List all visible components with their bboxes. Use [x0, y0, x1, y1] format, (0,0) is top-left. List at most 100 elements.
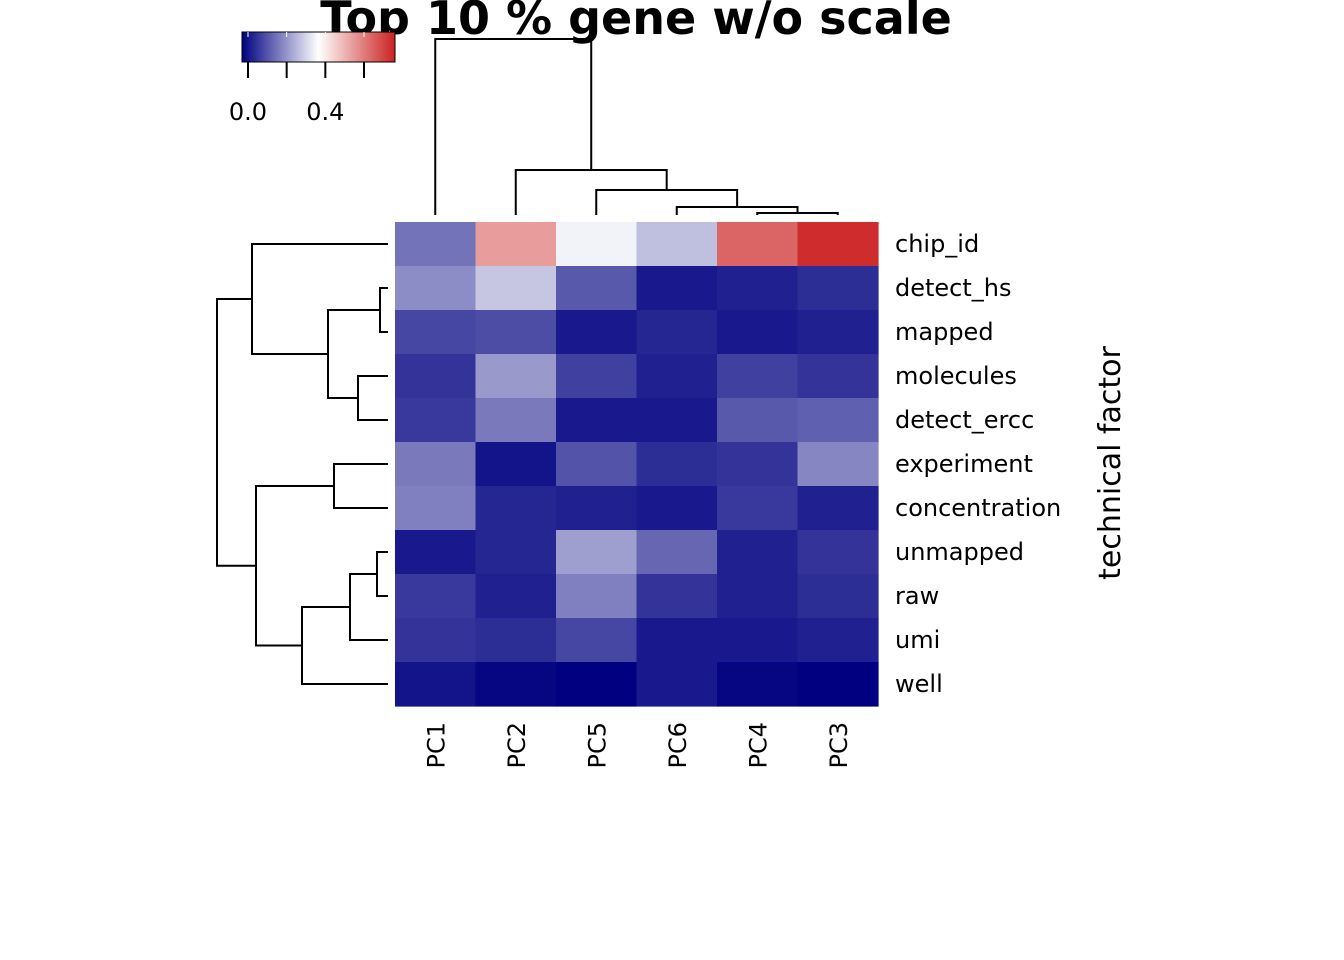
- heatmap-cell: [395, 310, 477, 355]
- heatmap-cell: [556, 618, 638, 663]
- legend-ticks: 0.0 0.4: [229, 32, 365, 126]
- heatmap-cell: [717, 354, 799, 399]
- heatmap-cell: [797, 574, 879, 619]
- heatmap-cell: [636, 398, 718, 443]
- dendrogram-branch: [301, 606, 388, 685]
- heatmap-cell: [636, 662, 718, 707]
- heatmap-cell: [797, 530, 879, 575]
- heatmap-cell: [797, 398, 879, 443]
- column-labels: PC1 PC2 PC5 PC6 PC4 PC3: [422, 722, 853, 769]
- heatmap-cell: [717, 530, 799, 575]
- dendrogram-branch: [333, 463, 388, 509]
- heatmap-cell: [475, 662, 557, 707]
- heatmap-cell: [717, 310, 799, 355]
- heatmap-cell: [636, 354, 718, 399]
- heatmap-cell: [717, 662, 799, 707]
- heatmap-cell: [797, 354, 879, 399]
- column-label: PC6: [664, 722, 692, 769]
- column-label: PC1: [422, 722, 450, 769]
- heatmap-cell: [636, 618, 718, 663]
- y-axis-label: technical factor: [1093, 345, 1128, 579]
- dendrogram-branch: [349, 573, 388, 641]
- heatmap-cell: [475, 442, 557, 487]
- heatmap-cell: [636, 530, 718, 575]
- legend-tick-label: 0.0: [229, 98, 267, 126]
- heatmap-cell: [797, 222, 879, 267]
- heatmap-cell: [395, 530, 477, 575]
- heatmap-cell: [636, 222, 718, 267]
- heatmap-cell: [717, 442, 799, 487]
- heatmap-cell: [717, 398, 799, 443]
- heatmap-cell: [556, 310, 638, 355]
- heatmap-cell: [395, 618, 477, 663]
- heatmap-cell: [475, 398, 557, 443]
- heatmap-cell: [636, 266, 718, 311]
- heatmap-cell: [475, 486, 557, 531]
- heatmap-cells: [395, 222, 879, 707]
- heatmap-cell: [797, 442, 879, 487]
- row-label: unmapped: [895, 538, 1024, 566]
- row-label: well: [895, 670, 943, 698]
- row-label: detect_ercc: [895, 406, 1034, 434]
- heatmap-cell: [556, 354, 638, 399]
- heatmap-cell: [797, 618, 879, 663]
- heatmap-cell: [475, 530, 557, 575]
- heatmap-cell: [556, 442, 638, 487]
- dendrogram-branch: [255, 485, 334, 647]
- heatmap-cell: [556, 530, 638, 575]
- heatmap-cell: [717, 618, 799, 663]
- heatmap-cell: [556, 486, 638, 531]
- heatmap-cell: [797, 310, 879, 355]
- heatmap-cell: [556, 222, 638, 267]
- dendrogram-branch: [756, 212, 839, 215]
- row-label: experiment: [895, 450, 1033, 478]
- heatmap-cell: [717, 222, 799, 267]
- heatmap-cell: [475, 574, 557, 619]
- row-label: molecules: [895, 362, 1017, 390]
- heatmap-cell: [395, 574, 477, 619]
- row-label: detect_hs: [895, 274, 1012, 302]
- heatmap-cell: [556, 574, 638, 619]
- heatmap-cell: [717, 574, 799, 619]
- dendrogram-branch: [514, 169, 668, 215]
- dendrogram-branch: [376, 551, 388, 597]
- heatmap-cell: [475, 354, 557, 399]
- heatmap-cell: [797, 662, 879, 707]
- dendrogram-branch: [379, 287, 388, 333]
- chart-title: Top 10 % gene w/o scale: [320, 0, 952, 45]
- row-label: raw: [895, 582, 939, 610]
- dendrogram-branch: [434, 38, 593, 215]
- dendrogram-branch: [251, 243, 388, 355]
- column-label: PC4: [744, 722, 772, 769]
- heatmap-cell: [717, 266, 799, 311]
- heatmap-cell: [556, 266, 638, 311]
- heatmap-cell: [475, 266, 557, 311]
- column-label: PC2: [503, 722, 531, 769]
- heatmap-cell: [636, 442, 718, 487]
- heatmap-cell: [475, 222, 557, 267]
- column-label: PC5: [583, 722, 611, 769]
- legend-color-bar: [241, 31, 396, 63]
- heatmap-cell: [797, 266, 879, 311]
- heatmap-cell: [395, 662, 477, 707]
- row-label: mapped: [895, 318, 994, 346]
- heatmap-cell: [395, 398, 477, 443]
- heatmap-cell: [717, 486, 799, 531]
- heatmap-cell: [395, 266, 477, 311]
- heatmap-cell: [395, 486, 477, 531]
- heatmap-cell: [395, 222, 477, 267]
- dendrogram-branch: [595, 189, 739, 215]
- heatmap-cell: [395, 354, 477, 399]
- dendrogram-branch: [327, 309, 380, 399]
- row-label: chip_id: [895, 230, 979, 258]
- heatmap-cell: [797, 486, 879, 531]
- heatmap-cell: [636, 486, 718, 531]
- heatmap-cell: [636, 574, 718, 619]
- column-dendrogram: [434, 38, 839, 215]
- heatmap-cell: [475, 618, 557, 663]
- heatmap-cell: [636, 310, 718, 355]
- row-label: concentration: [895, 494, 1061, 522]
- row-dendrogram: [216, 243, 388, 685]
- heatmap-cell: [556, 398, 638, 443]
